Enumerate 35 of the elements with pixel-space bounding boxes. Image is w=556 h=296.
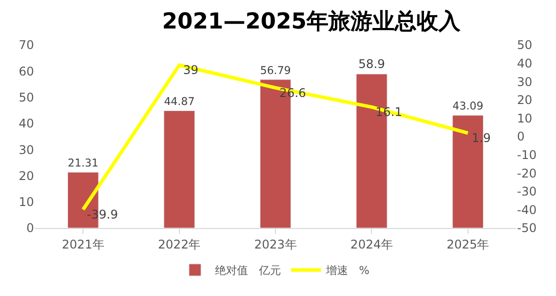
- x-tick-label: 2023年: [254, 237, 297, 252]
- y2-tick-label: 30: [517, 74, 532, 89]
- legend-label: 绝对值 亿元: [215, 264, 281, 278]
- y-tick-label: 70: [18, 38, 34, 52]
- y2-tick-label: -40: [517, 202, 537, 217]
- y2-tick-label: 10: [517, 111, 532, 126]
- y-tick-label: 40: [18, 116, 34, 131]
- y-tick-label: 20: [18, 168, 34, 183]
- x-tick-label: 2024年: [350, 237, 393, 252]
- legend-label: 增速 %: [325, 264, 370, 278]
- y2-tick-label: -10: [517, 148, 537, 162]
- data-label: 58.9: [358, 57, 386, 72]
- x-tick-label: 2021年: [62, 237, 104, 252]
- bar: [164, 110, 195, 228]
- y-tick-label: 50: [18, 90, 34, 104]
- y-tick-label: 30: [18, 142, 34, 157]
- y2-tick-label: 0: [517, 130, 525, 144]
- y2-tick-label: -30: [517, 184, 537, 199]
- y2-tick-label: 40: [517, 56, 532, 70]
- data-label: 43.09: [452, 100, 484, 113]
- data-label: 26.6: [276, 86, 306, 100]
- y-tick-label: 0: [26, 221, 34, 236]
- chart-title: 2021—2025年旅游业总收入: [162, 9, 462, 34]
- y-tick-label: 10: [18, 195, 34, 210]
- y2-tick-label: 50: [517, 38, 532, 52]
- y-tick-label: 60: [18, 64, 34, 78]
- data-label: 16.1: [372, 105, 402, 120]
- y2-tick-label: -50: [517, 221, 537, 236]
- y2-tick-label: 20: [517, 93, 532, 108]
- y2-tick-label: -20: [517, 166, 537, 180]
- data-label: 56.79: [260, 64, 292, 77]
- x-tick-label: 2022年: [158, 237, 201, 252]
- data-label: 44.87: [164, 95, 195, 108]
- data-label: 21.31: [68, 156, 98, 170]
- x-tick-label: 2025年: [446, 237, 490, 252]
